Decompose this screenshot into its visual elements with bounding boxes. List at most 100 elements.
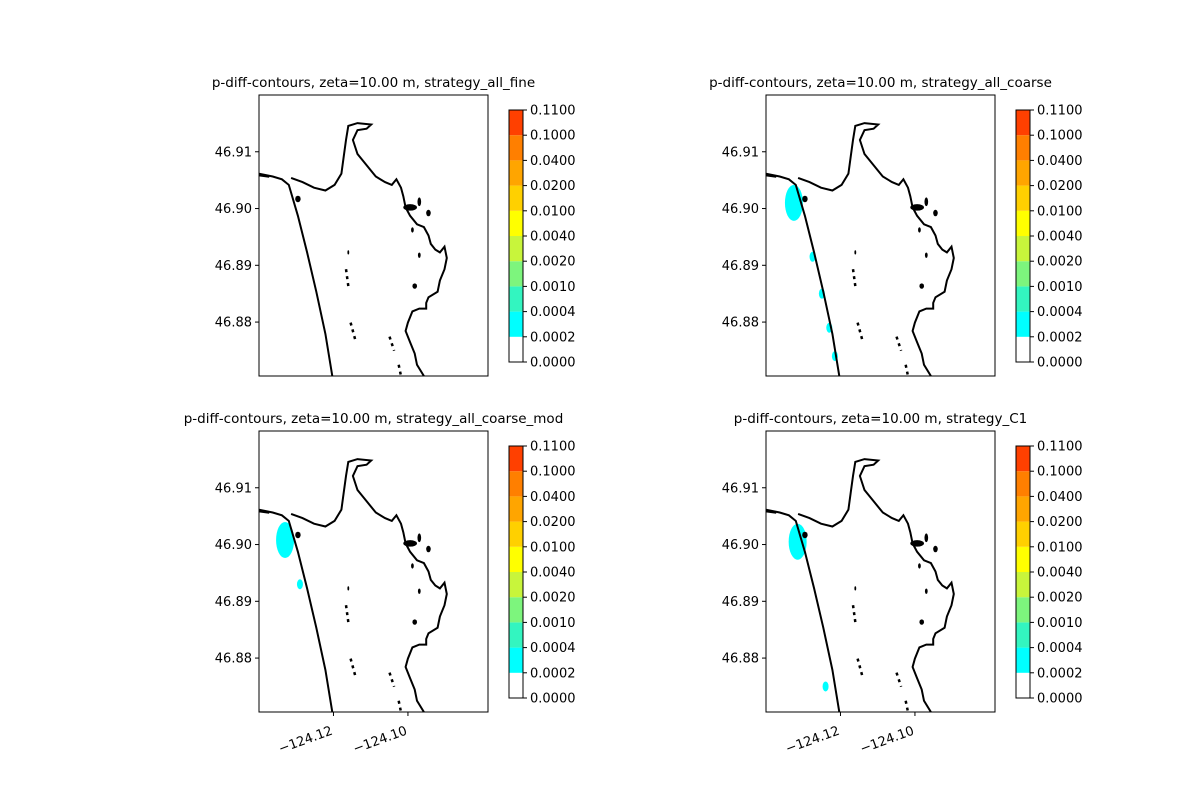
colorbar-segment [1016, 546, 1030, 572]
data-region [766, 458, 955, 712]
colorbar-segment [509, 622, 523, 648]
colorbar-segment [1016, 597, 1030, 623]
colorbar-label: 0.0200 [1037, 179, 1083, 194]
shoal [856, 322, 864, 340]
colorbar-segment [1016, 135, 1030, 161]
ytick-label: 46.88 [215, 652, 252, 667]
coastline-spit [290, 122, 448, 376]
colorbar-segment [509, 210, 523, 236]
islet [802, 195, 808, 203]
shoal [344, 605, 350, 623]
colorbar-label: 0.1100 [530, 440, 576, 455]
colorbar-label: 0.0400 [1037, 490, 1083, 505]
islet [919, 619, 925, 625]
colorbar-segment [1016, 521, 1030, 547]
ytick-label: 46.88 [722, 652, 759, 667]
colorbar: 0.0000 0.0002 0.0004 0.0010 0.0020 0.0040 0.01… [1015, 440, 1083, 707]
colorbar-label: 0.0000 [1037, 356, 1083, 371]
colorbar-segment [509, 160, 523, 186]
islet [919, 283, 925, 289]
coastline [259, 508, 334, 712]
islet [933, 209, 938, 217]
colorbar-label: 0.0004 [1037, 641, 1083, 656]
ytick-label: 46.90 [215, 202, 252, 217]
shoal [344, 269, 350, 287]
coastline [766, 172, 841, 376]
colorbar-segment [509, 546, 523, 572]
contour-blob [276, 521, 295, 558]
panel-4: p-diff-contours, zeta=10.00 m, strategy_… [722, 411, 1083, 757]
colorbar: 0.0000 0.0002 0.0004 0.0010 0.0020 0.0040 0.01… [1015, 104, 1083, 371]
islet [933, 545, 938, 553]
islet [295, 195, 301, 203]
colorbar-label: 0.0002 [1037, 330, 1083, 345]
colorbar-segment [1016, 286, 1030, 312]
colorbar-segment [1016, 446, 1030, 472]
colorbar-segment [509, 236, 523, 262]
colorbar-label: 0.0010 [1037, 280, 1083, 295]
islet [802, 531, 808, 539]
colorbar-segment [1016, 672, 1030, 698]
ytick-label: 46.91 [722, 145, 759, 160]
colorbar-label: 0.1000 [1037, 465, 1083, 480]
colorbar-label: 0.1100 [1037, 440, 1083, 455]
colorbar-segment [1016, 311, 1030, 337]
islet [924, 252, 928, 258]
colorbar-label: 0.0004 [530, 305, 576, 320]
islet [924, 588, 928, 594]
colorbar: 0.0000 0.0002 0.0004 0.0010 0.0020 0.0040 0.01… [508, 104, 576, 371]
colorbar-segment [509, 110, 523, 136]
panel-2: p-diff-contours, zeta=10.00 m, strategy_… [709, 75, 1083, 377]
shoal [851, 605, 857, 623]
shoal [397, 364, 403, 376]
colorbar-segment [509, 572, 523, 598]
colorbar-label: 0.0100 [1037, 204, 1083, 219]
coastline-spit [797, 122, 955, 376]
data-region [766, 122, 955, 376]
colorbar-label: 0.1100 [530, 104, 576, 119]
data-region [259, 122, 448, 376]
colorbar-segment [1016, 471, 1030, 497]
shoal [388, 672, 396, 688]
islet [854, 250, 857, 255]
shoal [895, 336, 903, 352]
shoal [904, 700, 910, 712]
panel-3: p-diff-contours, zeta=10.00 m, strategy_… [184, 411, 576, 757]
coastline [259, 172, 334, 376]
panel-title: p-diff-contours, zeta=10.00 m, strategy_… [212, 75, 535, 91]
islet [924, 197, 929, 207]
colorbar-label: 0.0000 [1037, 692, 1083, 707]
colorbar-label: 0.1000 [530, 129, 576, 144]
ytick-label: 46.91 [215, 481, 252, 496]
ytick-label: 46.89 [215, 259, 252, 274]
ytick-label: 46.91 [722, 481, 759, 496]
colorbar-label: 0.0100 [530, 540, 576, 555]
xtick-label: −124.12 [784, 724, 842, 757]
ytick-label: 46.88 [215, 316, 252, 331]
colorbar-segment [509, 647, 523, 673]
axes-frame [258, 94, 489, 377]
colorbar-label: 0.0002 [530, 330, 576, 345]
panel-title: p-diff-contours, zeta=10.00 m, strategy_… [184, 411, 564, 427]
colorbar-label: 0.0002 [1037, 666, 1083, 681]
islet [417, 197, 422, 207]
colorbar-segment [509, 261, 523, 287]
islet [417, 252, 421, 258]
colorbar-label: 0.0200 [1037, 515, 1083, 530]
shoal [397, 700, 403, 712]
colorbar-segment [1016, 572, 1030, 598]
colorbar-label: 0.1000 [1037, 129, 1083, 144]
colorbar-label: 0.0100 [1037, 540, 1083, 555]
colorbar-label: 0.0200 [530, 179, 576, 194]
colorbar-label: 0.1100 [1037, 104, 1083, 119]
colorbar-segment [509, 672, 523, 698]
islet [417, 533, 422, 543]
islet [854, 586, 857, 591]
colorbar-segment [1016, 496, 1030, 522]
colorbar-segment [1016, 185, 1030, 211]
colorbar-segment [509, 597, 523, 623]
coastline-stub [766, 509, 777, 514]
colorbar-segment [1016, 647, 1030, 673]
colorbar-label: 0.0004 [1037, 305, 1083, 320]
